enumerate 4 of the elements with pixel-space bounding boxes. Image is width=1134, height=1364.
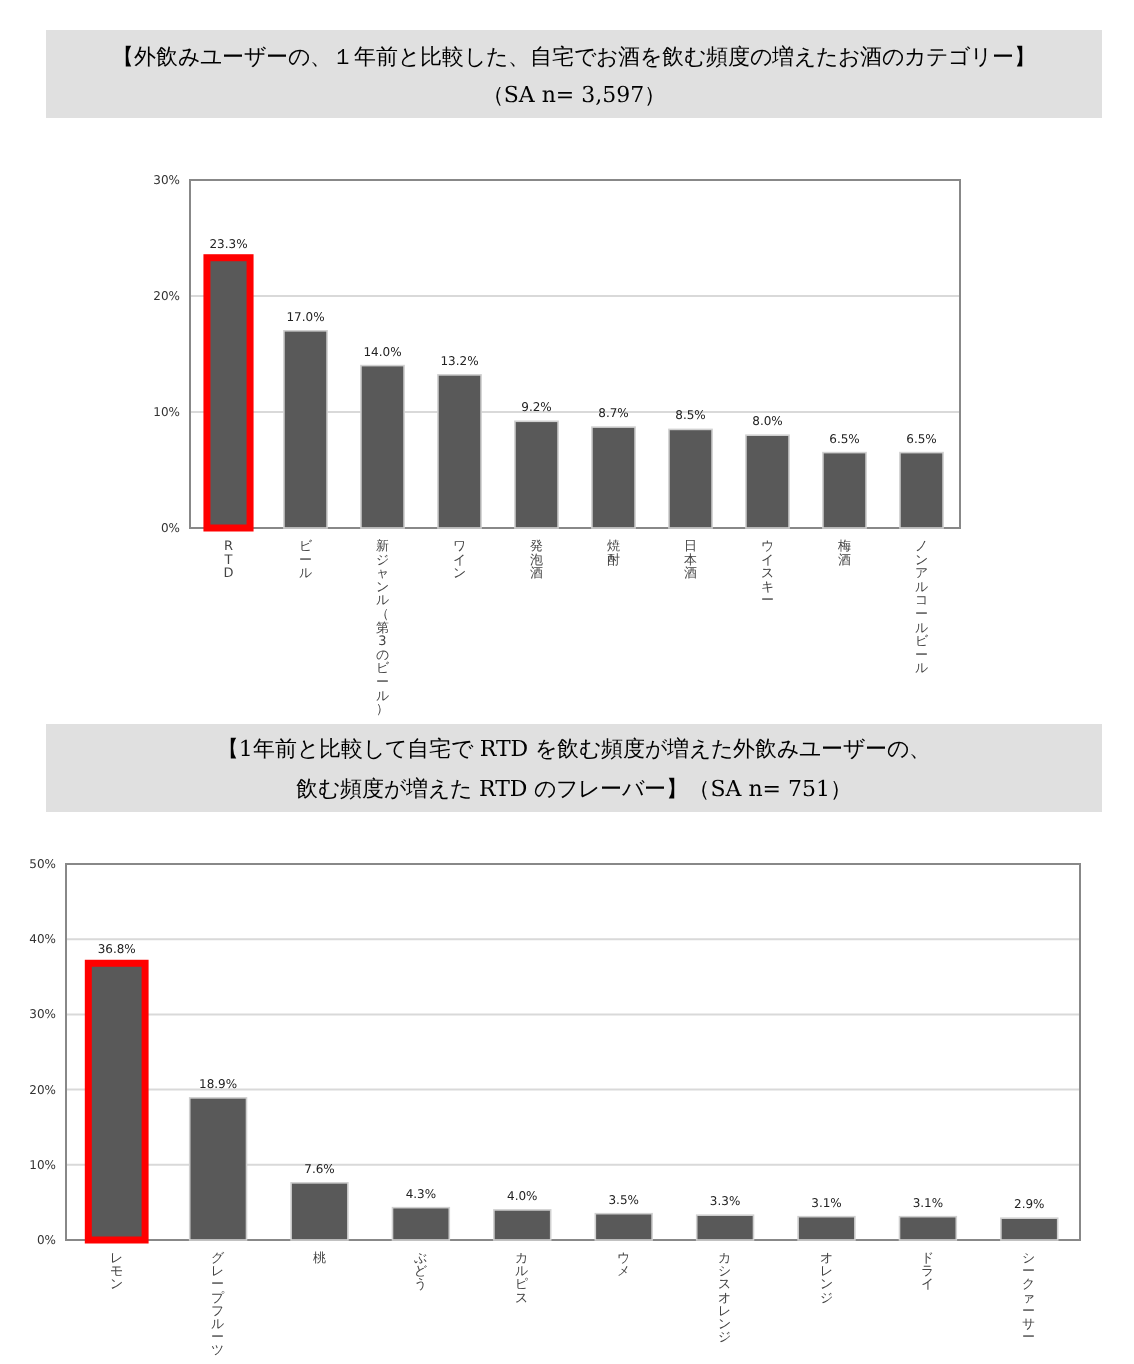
chart-subtitle: 飲む頻度が増えた RTD のフレーバー】（SA n= 751） — [295, 776, 853, 802]
chart-title: 【1年前と比較して自宅で RTD を飲む頻度が増えた外飲みユーザーの、 — [216, 736, 932, 762]
chart-title: 【外飲みユーザーの、１年前と比較した、自宅でお酒を飲む頻度の増えたお酒のカテゴリー】 — [112, 44, 1036, 70]
chart-subtitle: （SA n= 3,597） — [481, 82, 667, 108]
